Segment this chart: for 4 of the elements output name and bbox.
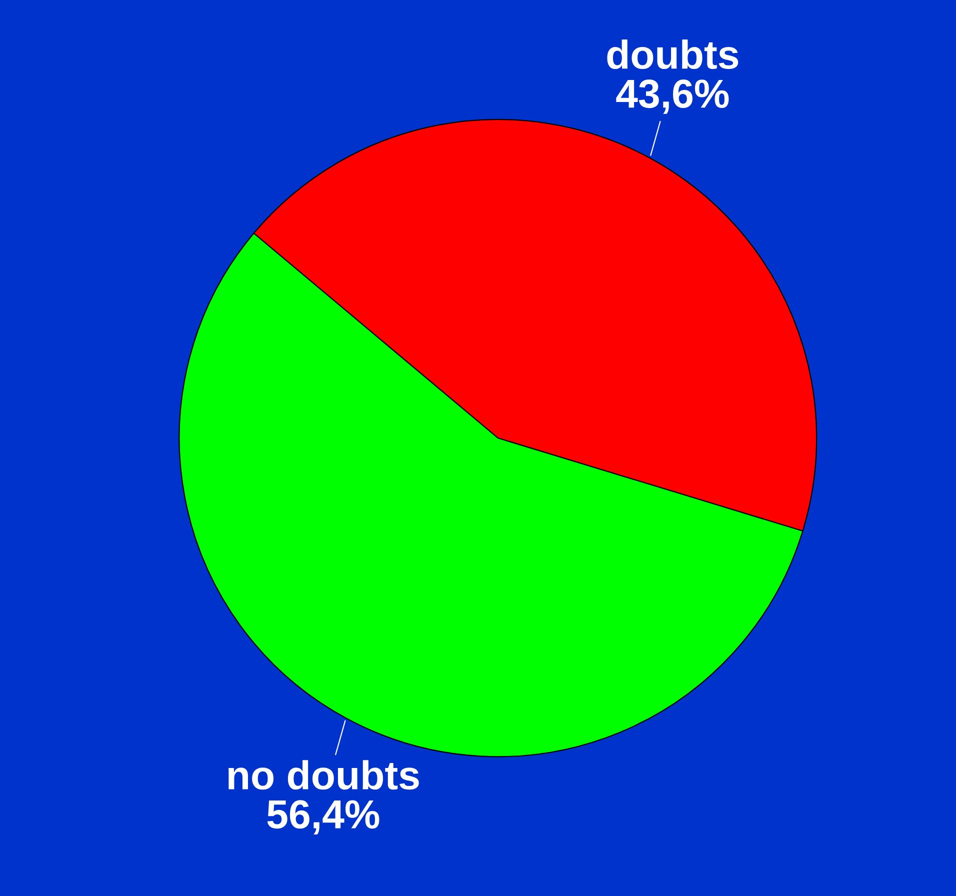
data-label: 43,6%	[616, 80, 729, 114]
slice-label: doubts	[607, 39, 738, 70]
slice-label: no doubts	[228, 760, 419, 790]
data-label: 56,4%	[267, 800, 380, 835]
